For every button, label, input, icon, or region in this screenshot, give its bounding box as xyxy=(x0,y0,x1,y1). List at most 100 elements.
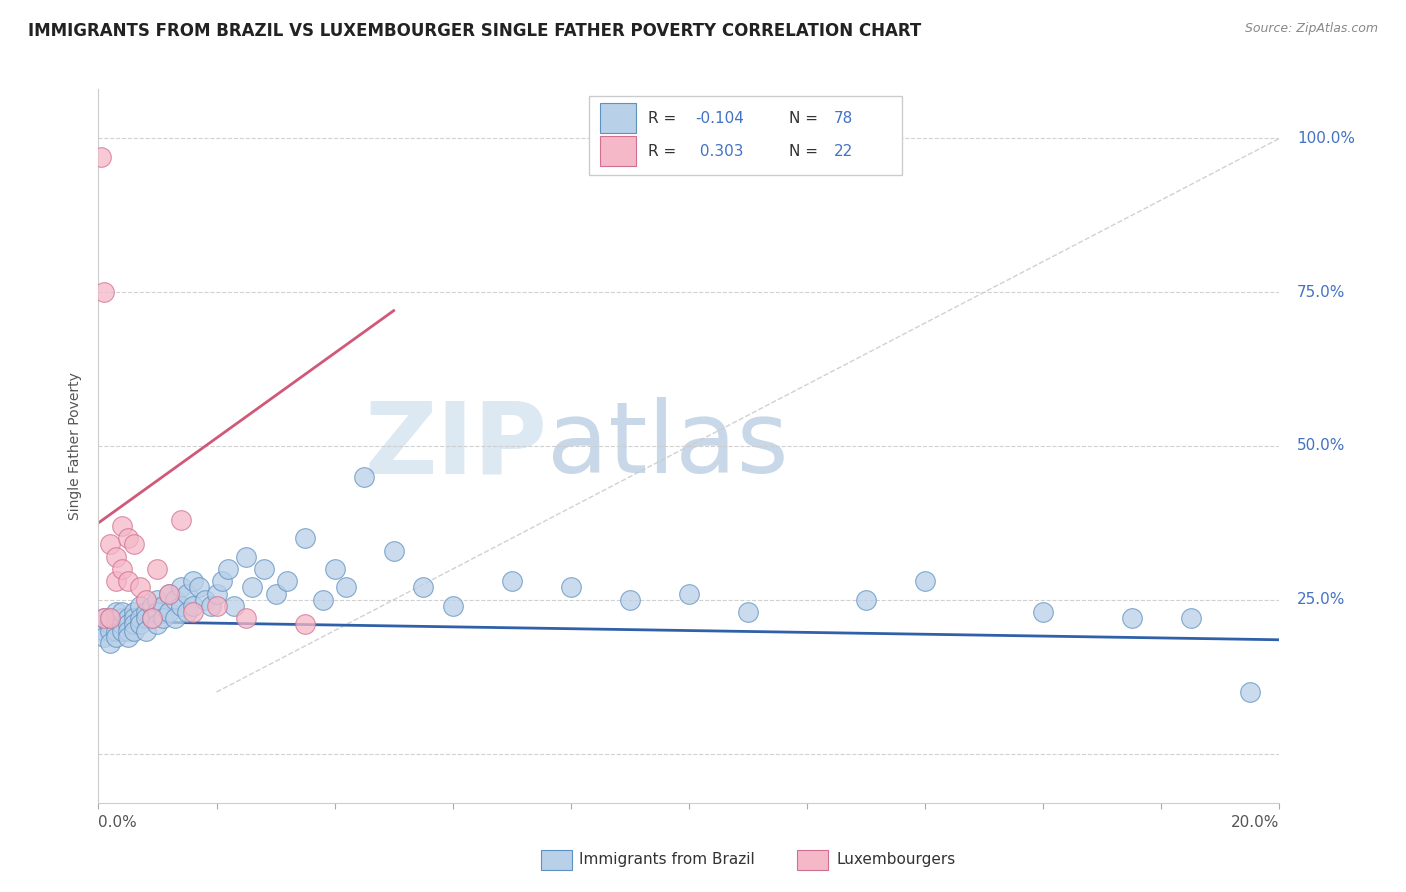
Point xyxy=(117,630,139,644)
Point xyxy=(1239,685,1261,699)
Point xyxy=(194,592,217,607)
Point xyxy=(90,617,112,632)
Point xyxy=(117,611,139,625)
Point xyxy=(152,611,174,625)
Point xyxy=(353,469,375,483)
Point xyxy=(141,599,163,613)
Point xyxy=(146,605,169,619)
Point xyxy=(117,624,139,638)
Point xyxy=(105,630,128,644)
Point xyxy=(678,587,700,601)
Point xyxy=(560,581,582,595)
Point xyxy=(93,630,115,644)
Point xyxy=(176,605,198,619)
Bar xyxy=(600,136,636,166)
Text: Immigrants from Brazil: Immigrants from Brazil xyxy=(579,853,755,867)
Point xyxy=(146,592,169,607)
Point xyxy=(117,617,139,632)
Point xyxy=(181,605,204,619)
Point xyxy=(619,592,641,607)
Point xyxy=(146,562,169,576)
Point xyxy=(1121,611,1143,625)
Point xyxy=(111,617,134,632)
FancyBboxPatch shape xyxy=(589,96,901,175)
Point xyxy=(501,574,523,589)
Point xyxy=(98,537,121,551)
Point xyxy=(170,581,193,595)
Point xyxy=(165,611,187,625)
Point xyxy=(128,611,150,625)
Point xyxy=(157,605,180,619)
Point xyxy=(855,592,877,607)
Point xyxy=(323,562,346,576)
Text: 0.0%: 0.0% xyxy=(98,815,138,830)
Point xyxy=(205,599,228,613)
Point xyxy=(98,617,121,632)
Point xyxy=(122,617,145,632)
Point xyxy=(98,624,121,638)
Text: 22: 22 xyxy=(834,144,853,159)
Y-axis label: Single Father Poverty: Single Father Poverty xyxy=(69,372,83,520)
Point xyxy=(157,587,180,601)
Point xyxy=(111,605,134,619)
Point xyxy=(176,587,198,601)
Point xyxy=(141,611,163,625)
Point xyxy=(93,624,115,638)
Point xyxy=(181,599,204,613)
Text: 20.0%: 20.0% xyxy=(1232,815,1279,830)
Point xyxy=(135,592,157,607)
Point xyxy=(93,285,115,300)
Point xyxy=(105,617,128,632)
Text: 75.0%: 75.0% xyxy=(1298,285,1346,300)
Point xyxy=(128,599,150,613)
Point xyxy=(170,513,193,527)
Point xyxy=(200,599,222,613)
Point xyxy=(98,611,121,625)
Text: ZIP: ZIP xyxy=(364,398,547,494)
Point xyxy=(737,605,759,619)
Point xyxy=(165,592,187,607)
Point xyxy=(412,581,434,595)
Point xyxy=(217,562,239,576)
Text: 50.0%: 50.0% xyxy=(1298,439,1346,453)
Point xyxy=(914,574,936,589)
Text: N =: N = xyxy=(789,111,823,126)
Text: Source: ZipAtlas.com: Source: ZipAtlas.com xyxy=(1244,22,1378,36)
Point xyxy=(294,617,316,632)
Point xyxy=(105,605,128,619)
Point xyxy=(90,150,112,164)
Point xyxy=(98,611,121,625)
Point xyxy=(1032,605,1054,619)
Point xyxy=(1180,611,1202,625)
Bar xyxy=(600,103,636,134)
Point xyxy=(253,562,276,576)
Point xyxy=(205,587,228,601)
Point xyxy=(224,599,246,613)
Point xyxy=(240,581,263,595)
Point xyxy=(105,574,128,589)
Point xyxy=(141,611,163,625)
Point xyxy=(111,519,134,533)
Point xyxy=(93,611,115,625)
Point xyxy=(105,624,128,638)
Point xyxy=(135,611,157,625)
Point xyxy=(98,636,121,650)
Point xyxy=(146,617,169,632)
Point xyxy=(128,581,150,595)
Point xyxy=(335,581,357,595)
Point xyxy=(382,543,405,558)
Text: 78: 78 xyxy=(834,111,853,126)
Text: 0.303: 0.303 xyxy=(695,144,744,159)
Point xyxy=(128,617,150,632)
Point xyxy=(181,574,204,589)
Text: -0.104: -0.104 xyxy=(695,111,744,126)
Text: N =: N = xyxy=(789,144,823,159)
Text: IMMIGRANTS FROM BRAZIL VS LUXEMBOURGER SINGLE FATHER POVERTY CORRELATION CHART: IMMIGRANTS FROM BRAZIL VS LUXEMBOURGER S… xyxy=(28,22,921,40)
Point xyxy=(187,581,209,595)
Point xyxy=(157,587,180,601)
Point xyxy=(135,624,157,638)
Point xyxy=(152,599,174,613)
Text: R =: R = xyxy=(648,111,681,126)
Text: 100.0%: 100.0% xyxy=(1298,131,1355,146)
Point xyxy=(211,574,233,589)
